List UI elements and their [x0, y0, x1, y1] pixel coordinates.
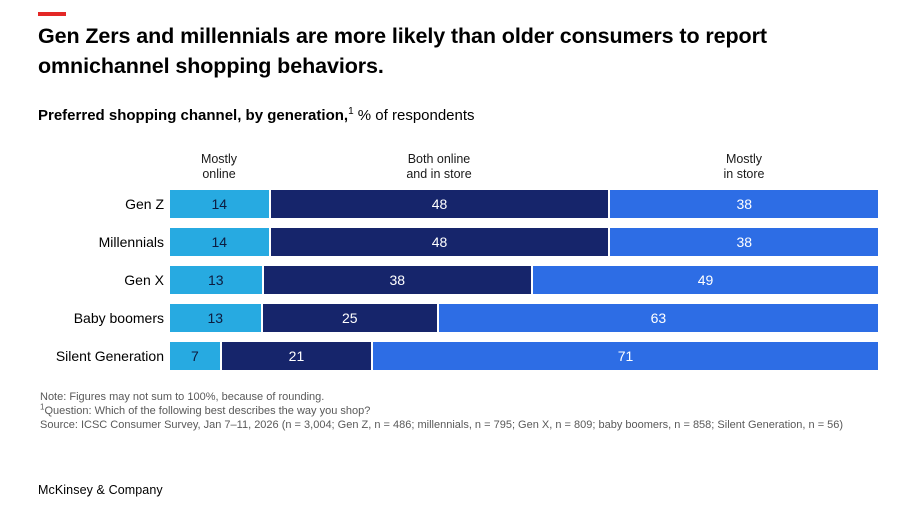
bar-segment-both-online-and-in-store: 38: [263, 266, 532, 294]
note-line: Note: Figures may not sum to 100%, becau…: [40, 391, 325, 403]
column-header-line: and in store: [406, 167, 472, 181]
segment-value-label: 38: [389, 272, 406, 288]
stacked-bar: 13 25 63: [170, 304, 878, 332]
question-text: Question: Which of the following best de…: [44, 405, 371, 417]
bar-rows: Gen Z 14 48 38 Millennials 14 48 38 Gen X 13 38 49 B…: [38, 190, 878, 370]
segment-value-label: 13: [207, 272, 224, 288]
category-label: Gen Z: [125, 196, 164, 212]
bar-segment-mostly-in-store: 38: [610, 190, 878, 218]
column-header-line: Mostly: [725, 152, 763, 166]
segment-value-label: 13: [207, 310, 224, 326]
stacked-bar: 13 38 49: [170, 266, 878, 294]
stacked-bar: 7 21 71: [170, 342, 878, 370]
stacked-bar: 14 48 38: [170, 190, 878, 218]
segment-value-label: 63: [650, 310, 667, 326]
bar-row-silent-generation: Silent Generation 7 21 71: [38, 342, 878, 370]
segment-value-label: 21: [288, 348, 305, 364]
chart-subtitle-unit: % of respondents: [357, 107, 475, 124]
column-header-mostly-in-store: Mostly in store: [724, 152, 765, 182]
column-headers: Mostly online Both online and in store Mos…: [38, 148, 878, 190]
bar-segment-mostly-online: 14: [170, 190, 269, 218]
footnote-marker: 1: [40, 402, 45, 412]
segment-value-label: 38: [736, 196, 753, 212]
bar-segment-mostly-in-store: 49: [533, 266, 878, 294]
bar-segment-mostly-online: 14: [170, 228, 269, 256]
segment-value-label: 25: [341, 310, 358, 326]
chart-subtitle-bold: Preferred shopping channel, by generatio…: [38, 107, 349, 124]
bar-row-baby-boomers: Baby boomers 13 25 63: [38, 304, 878, 332]
segment-value-label: 71: [617, 348, 634, 364]
bar-segment-both-online-and-in-store: 48: [270, 228, 609, 256]
stacked-bar: 14 48 38: [170, 228, 878, 256]
category-label: Baby boomers: [73, 310, 164, 326]
segment-value-label: 48: [431, 196, 448, 212]
bar-segment-mostly-in-store: 38: [610, 228, 878, 256]
column-header-line: online: [202, 167, 236, 181]
bar-row-millennials: Millennials 14 48 38: [38, 228, 878, 256]
bar-row-gen-x: Gen X 13 38 49: [38, 266, 878, 294]
bar-segment-mostly-online: 13: [170, 266, 262, 294]
bar-segment-mostly-in-store: 63: [438, 304, 878, 332]
bar-segment-both-online-and-in-store: 21: [221, 342, 372, 370]
segment-value-label: 38: [736, 234, 753, 250]
segment-value-label: 14: [211, 196, 228, 212]
category-label: Silent Generation: [55, 348, 164, 364]
footnote-marker: 1: [348, 106, 354, 117]
category-label: Millennials: [98, 234, 164, 250]
footnotes: Note: Figures may not sum to 100%, becau…: [40, 390, 878, 432]
bar-segment-both-online-and-in-store: 25: [262, 304, 437, 332]
source-line: Source: ICSC Consumer Survey, Jan 7–11, …: [40, 419, 844, 431]
chart-subtitle: Preferred shopping channel, by generatio…: [38, 106, 475, 125]
category-label: Gen X: [124, 272, 164, 288]
bar-segment-both-online-and-in-store: 48: [270, 190, 609, 218]
bar-row-gen-z: Gen Z 14 48 38: [38, 190, 878, 218]
column-header-line: in store: [723, 167, 765, 181]
bar-segment-mostly-online: 13: [170, 304, 261, 332]
question-line: 1Question: Which of the following best d…: [40, 402, 878, 418]
mckinsey-logo-wordmark: McKinsey & Company: [38, 483, 163, 497]
stacked-bar-chart: Mostly online Both online and in store Mos…: [38, 148, 878, 380]
column-header-mostly-online: Mostly online: [201, 152, 237, 182]
segment-value-label: 48: [431, 234, 448, 250]
exhibit-title: Gen Zers and millennials are more likely…: [38, 24, 767, 78]
segment-value-label: 14: [211, 234, 228, 250]
bar-segment-mostly-online: 7: [170, 342, 220, 370]
bar-segment-mostly-in-store: 71: [373, 342, 878, 370]
column-header-line: Both online: [407, 152, 471, 166]
column-header-both-online-in-store: Both online and in store: [406, 152, 471, 182]
segment-value-label: 7: [190, 348, 199, 364]
red-accent-dash: [38, 12, 66, 16]
segment-value-label: 49: [697, 272, 714, 288]
column-header-line: Mostly: [200, 152, 238, 166]
